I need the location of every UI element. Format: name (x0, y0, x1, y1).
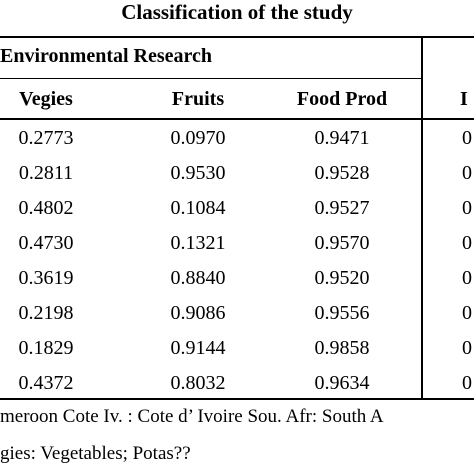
cell-partial: 0 (462, 267, 472, 289)
table-row: 0.2773 0.0970 0.9471 0 (0, 120, 474, 157)
cell-fruits: 0.1084 (170, 197, 226, 219)
column-header-partial: I (460, 88, 468, 110)
table-top-rule (0, 36, 474, 38)
cell-vegies: 0.1829 (18, 337, 74, 359)
table-row: 0.4802 0.1084 0.9527 0 (0, 190, 474, 227)
cell-partial: 0 (462, 162, 472, 184)
cell-food-prod: 0.9858 (314, 337, 370, 359)
cell-vegies: 0.2811 (18, 162, 74, 184)
column-header-food-prod: Food Prod (296, 88, 388, 110)
table-row: 0.2198 0.9086 0.9556 0 (0, 295, 474, 332)
cell-partial: 0 (462, 372, 472, 394)
cell-food-prod: 0.9528 (314, 162, 370, 184)
column-header-vegies: Vegies (19, 88, 73, 110)
group-rule (0, 78, 422, 79)
cell-fruits: 0.0970 (170, 127, 226, 149)
cell-food-prod: 0.9527 (314, 197, 370, 219)
cell-partial: 0 (462, 197, 472, 219)
table-title: Classification of the study (121, 0, 353, 24)
cell-vegies: 0.2198 (18, 302, 74, 324)
cell-food-prod: 0.9471 (314, 127, 370, 149)
cell-food-prod: 0.9520 (314, 267, 370, 289)
cell-partial: 0 (462, 127, 472, 149)
table-row: 0.3619 0.8840 0.9520 0 (0, 260, 474, 297)
cell-fruits: 0.8032 (170, 372, 226, 394)
cell-vegies: 0.4730 (18, 232, 74, 254)
cell-partial: 0 (462, 302, 472, 324)
cell-vegies: 0.2773 (18, 127, 74, 149)
table-row: 0.2811 0.9530 0.9528 0 (0, 155, 474, 192)
table-row: 0.1829 0.9144 0.9858 0 (0, 330, 474, 367)
cell-partial: 0 (462, 337, 472, 359)
cell-food-prod: 0.9570 (314, 232, 370, 254)
column-header-fruits: Fruits (171, 88, 225, 110)
cell-vegies: 0.4802 (18, 197, 74, 219)
cell-fruits: 0.9086 (170, 302, 226, 324)
table-row: 0.4372 0.8032 0.9634 0 (0, 365, 474, 402)
cell-fruits: 0.9530 (170, 162, 226, 184)
footnote-countries: meroon Cote Iv. : Cote d’ Ivoire Sou. Af… (0, 406, 384, 427)
footnote-abbreviations: gies: Vegetables; Potas?? (0, 443, 191, 464)
cell-food-prod: 0.9556 (314, 302, 370, 324)
group-header: Environmental Research (0, 45, 213, 67)
cell-fruits: 0.1321 (170, 232, 226, 254)
column-divider (421, 36, 423, 400)
cell-vegies: 0.3619 (18, 267, 74, 289)
table-bottom-rule (0, 398, 474, 400)
cell-fruits: 0.8840 (170, 267, 226, 289)
cell-partial: 0 (462, 232, 472, 254)
header-bottom-rule (0, 118, 474, 120)
cell-fruits: 0.9144 (170, 337, 226, 359)
cell-vegies: 0.4372 (18, 372, 74, 394)
table-row: 0.4730 0.1321 0.9570 0 (0, 225, 474, 262)
cell-food-prod: 0.9634 (314, 372, 370, 394)
